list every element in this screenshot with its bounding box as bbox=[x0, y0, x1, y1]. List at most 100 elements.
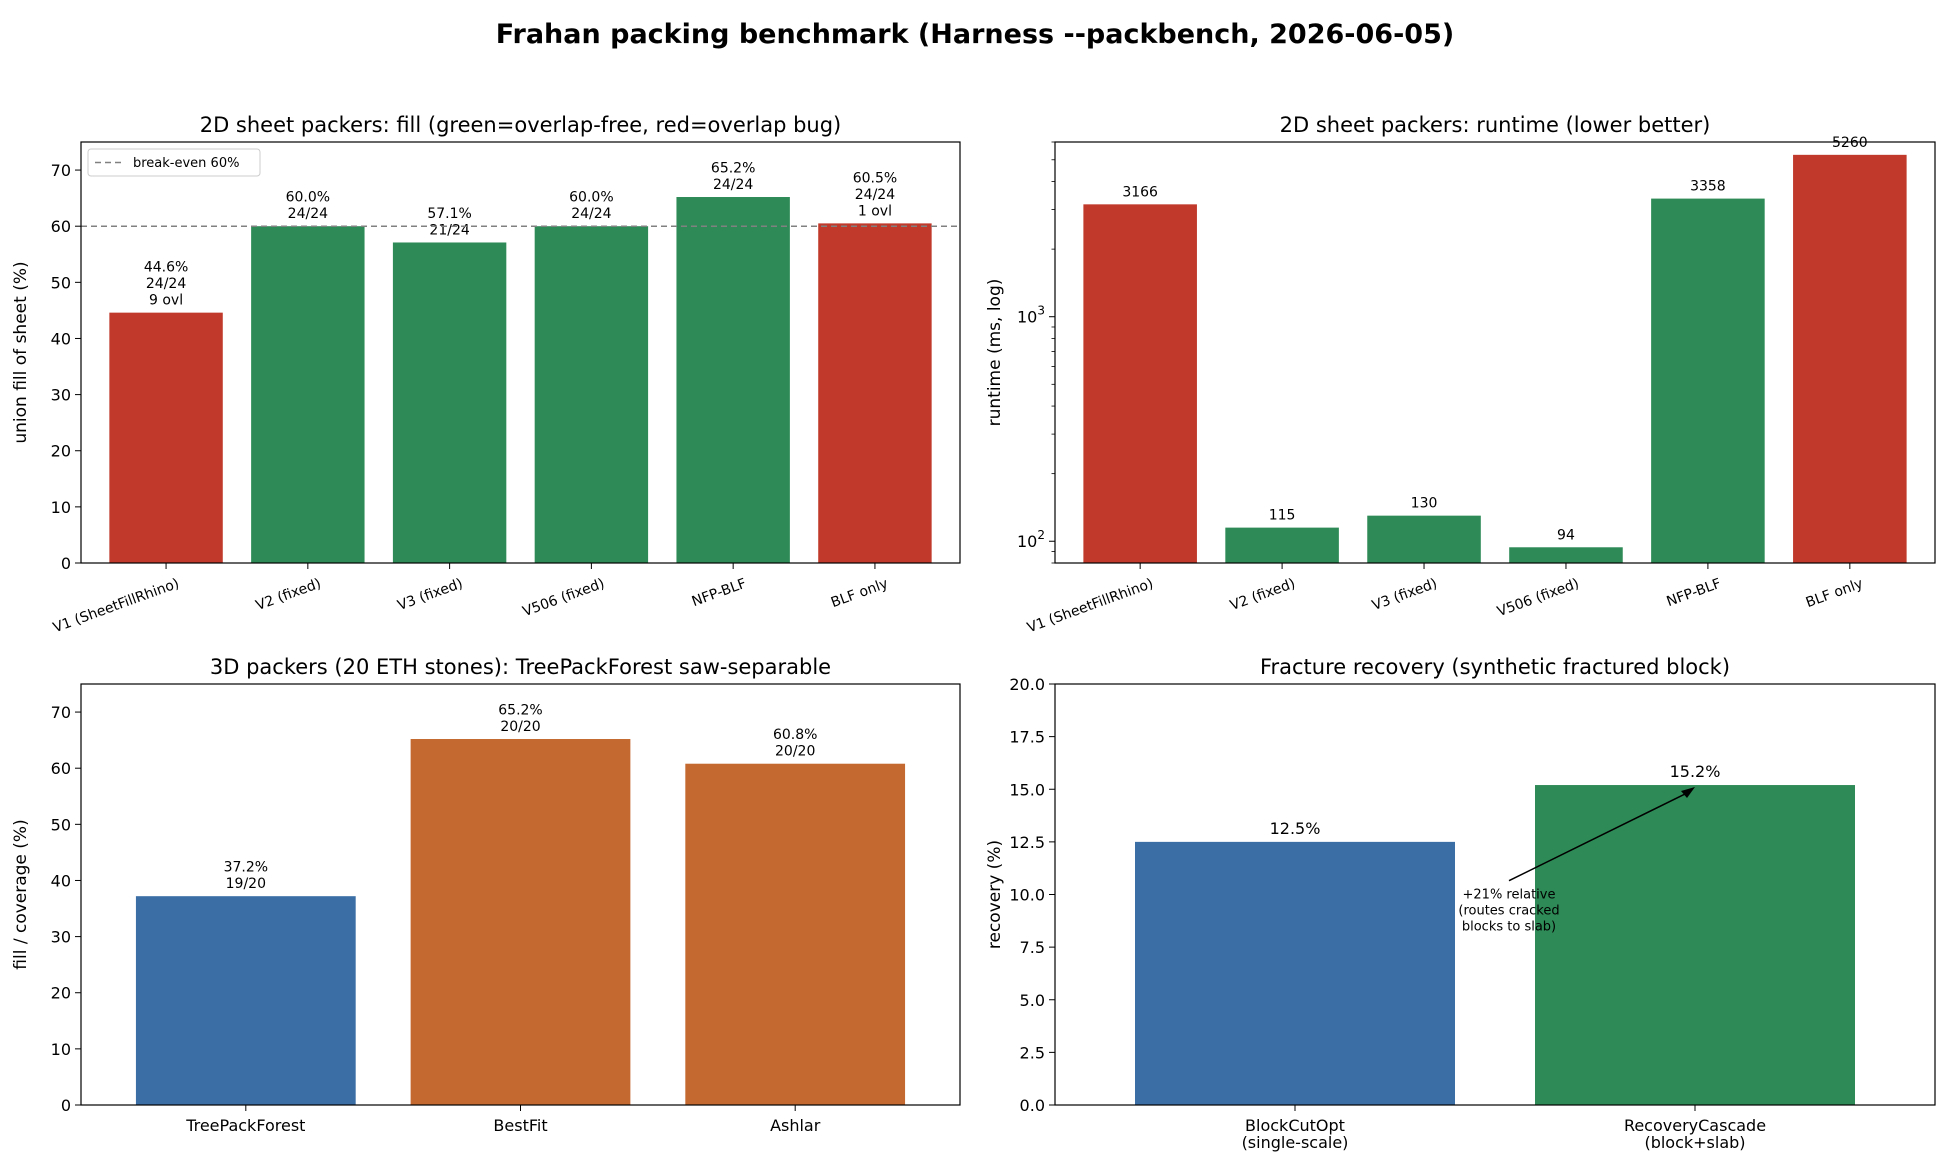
data-label: 5260 bbox=[1832, 135, 1868, 151]
x-tick-label: V2 (fixed) bbox=[254, 576, 323, 614]
x-tick-label: (single-scale) bbox=[1242, 1133, 1349, 1152]
plot-frame bbox=[1054, 683, 1936, 1106]
x-tick-label: RecoveryCascade bbox=[1624, 1116, 1766, 1135]
panel-3d-packers: 3D packers (20 ETH stones): TreePackFore… bbox=[11, 655, 961, 1135]
plot-frame bbox=[80, 141, 961, 564]
x-tick-label: V1 (SheetFillRhino) bbox=[1025, 576, 1155, 637]
legend-label: break-even 60% bbox=[133, 156, 239, 171]
data-label: 37.2% bbox=[224, 860, 268, 876]
data-label: 3358 bbox=[1690, 179, 1726, 195]
legend-box bbox=[87, 148, 261, 177]
x-tick-label: NFP-BLF bbox=[690, 576, 749, 610]
x-tick-label: V506 (fixed) bbox=[1495, 576, 1581, 620]
data-label: 24/24 bbox=[571, 206, 611, 222]
y-tick-label: 10 bbox=[51, 1040, 71, 1059]
annotation-arrowhead bbox=[1681, 787, 1695, 799]
data-label: 24/24 bbox=[855, 187, 895, 203]
data-label: 3166 bbox=[1122, 184, 1158, 200]
y-tick-label: 17.5 bbox=[1009, 728, 1045, 747]
data-label: 60.5% bbox=[853, 170, 897, 186]
bar bbox=[410, 739, 631, 1105]
bar bbox=[1793, 154, 1907, 563]
data-label: 60.8% bbox=[773, 727, 817, 743]
data-label: 130 bbox=[1411, 496, 1438, 512]
y-tick-label: 2.5 bbox=[1020, 1043, 1045, 1062]
y-tick-label: 30 bbox=[51, 928, 71, 947]
y-tick-label: 12.5 bbox=[1009, 833, 1045, 852]
data-label: 24/24 bbox=[146, 276, 186, 292]
data-label: 21/24 bbox=[429, 222, 469, 238]
y-tick-label: 7.5 bbox=[1020, 938, 1045, 957]
x-tick-label: BestFit bbox=[493, 1116, 547, 1135]
annotation-text: blocks to slab) bbox=[1462, 920, 1556, 935]
data-label: 20/20 bbox=[500, 719, 540, 735]
plot-frame bbox=[80, 683, 961, 1106]
bar bbox=[251, 226, 365, 563]
y-tick-label: 20 bbox=[51, 984, 71, 1003]
bar bbox=[1135, 841, 1455, 1105]
y-tick-label: 40 bbox=[51, 871, 71, 890]
bar bbox=[1225, 527, 1339, 563]
x-tick-label: V2 (fixed) bbox=[1228, 576, 1297, 614]
y-tick-label: 20 bbox=[51, 442, 71, 461]
y-tick-label: 0.0 bbox=[1020, 1096, 1045, 1115]
annotation-text: (routes cracked bbox=[1458, 904, 1559, 919]
panel-title: 3D packers (20 ETH stones): TreePackFore… bbox=[210, 655, 831, 679]
y-tick-label: 60 bbox=[51, 217, 71, 236]
x-tick-label: V1 (SheetFillRhino) bbox=[51, 576, 181, 637]
x-tick-label: Ashlar bbox=[770, 1116, 821, 1135]
bar bbox=[1509, 547, 1623, 563]
x-tick-label: V3 (fixed) bbox=[1370, 576, 1439, 614]
bar bbox=[1535, 785, 1855, 1105]
annotation-text: +21% relative bbox=[1463, 888, 1556, 903]
y-tick-label: 103 bbox=[1017, 304, 1045, 327]
annotation-arrow bbox=[1508, 790, 1692, 882]
y-tick-label: 20.0 bbox=[1009, 675, 1045, 694]
y-tick-label: 50 bbox=[51, 815, 71, 834]
y-tick-label: 0 bbox=[61, 554, 71, 573]
y-tick-label: 40 bbox=[51, 329, 71, 348]
bar bbox=[685, 763, 906, 1105]
data-label: 15.2% bbox=[1670, 762, 1721, 781]
x-tick-label: V506 (fixed) bbox=[521, 576, 607, 620]
y-axis-label: fill / coverage (%) bbox=[11, 819, 31, 969]
bar bbox=[676, 197, 790, 563]
y-tick-label: 10.0 bbox=[1009, 886, 1045, 905]
data-label: 12.5% bbox=[1270, 819, 1321, 838]
y-axis-label: runtime (ms, log) bbox=[985, 279, 1005, 427]
data-label: 1 ovl bbox=[858, 203, 892, 219]
figure-title: Frahan packing benchmark (Harness --pack… bbox=[496, 19, 1454, 50]
data-label: 20/20 bbox=[775, 744, 815, 760]
y-tick-label: 70 bbox=[51, 703, 71, 722]
y-tick-label: 15.0 bbox=[1009, 780, 1045, 799]
x-tick-label: BLF only bbox=[1804, 576, 1865, 611]
bar bbox=[1367, 515, 1481, 563]
panel-2d-fill: 2D sheet packers: fill (green=overlap-fr… bbox=[11, 113, 961, 637]
data-label: 19/20 bbox=[226, 876, 266, 892]
y-tick-label: 60 bbox=[51, 759, 71, 778]
bar bbox=[392, 242, 507, 563]
x-tick-label: BLF only bbox=[829, 576, 890, 611]
panel-title: 2D sheet packers: runtime (lower better) bbox=[1280, 113, 1711, 137]
x-tick-label: V3 (fixed) bbox=[396, 576, 465, 614]
data-label: 60.0% bbox=[569, 190, 613, 206]
y-tick-label: 50 bbox=[51, 273, 71, 292]
panel-title: Fracture recovery (synthetic fractured b… bbox=[1260, 655, 1730, 679]
data-label: 115 bbox=[1269, 508, 1296, 524]
bar bbox=[1651, 198, 1765, 564]
panel-fracture-recovery: Fracture recovery (synthetic fractured b… bbox=[985, 655, 1936, 1152]
panel-2d-runtime: 2D sheet packers: runtime (lower better)… bbox=[985, 113, 1936, 637]
y-tick-label: 0 bbox=[61, 1096, 71, 1115]
x-tick-label: BlockCutOpt bbox=[1245, 1116, 1345, 1135]
bar bbox=[135, 896, 356, 1105]
bar bbox=[1083, 204, 1197, 564]
data-label: 24/24 bbox=[288, 206, 328, 222]
data-label: 57.1% bbox=[427, 206, 471, 222]
x-tick-label: NFP-BLF bbox=[1665, 576, 1724, 610]
x-tick-label: TreePackForest bbox=[185, 1116, 305, 1135]
data-label: 60.0% bbox=[286, 190, 330, 206]
y-axis-label: union fill of sheet (%) bbox=[11, 261, 31, 443]
plot-frame bbox=[1054, 141, 1936, 564]
y-tick-label: 30 bbox=[51, 386, 71, 405]
